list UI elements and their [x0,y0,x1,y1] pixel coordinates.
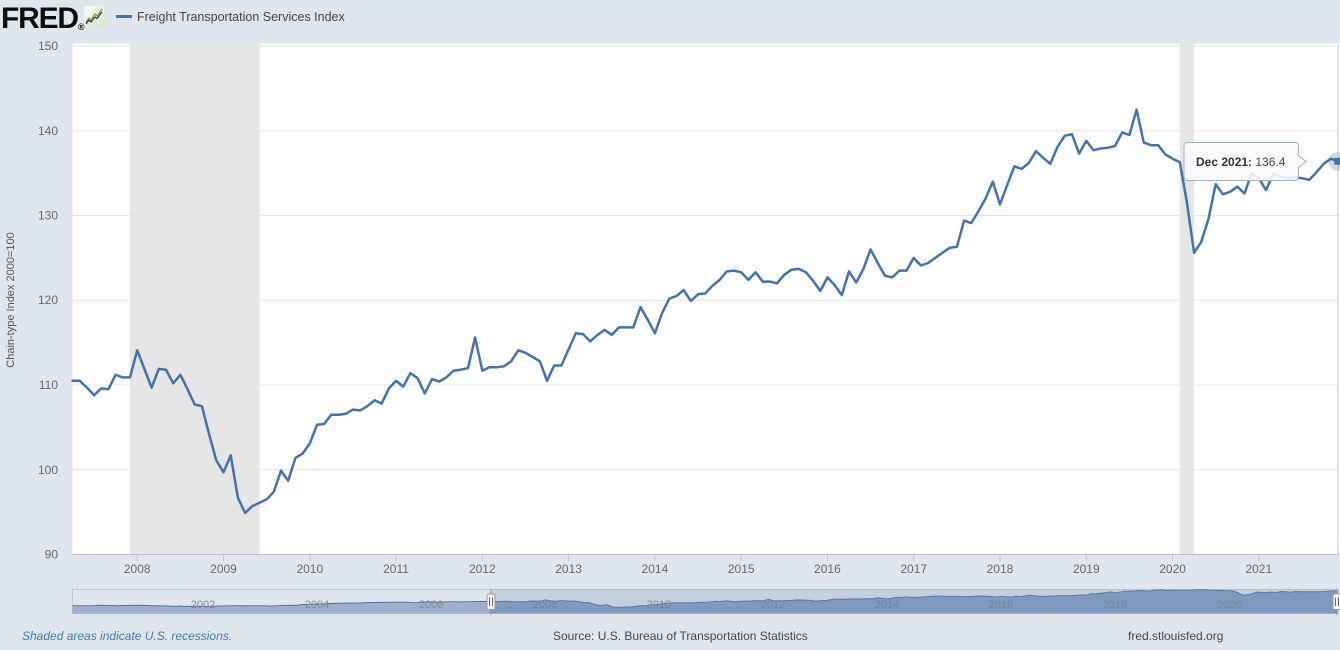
svg-text:2010: 2010 [296,562,323,576]
svg-text:2006: 2006 [419,599,443,611]
svg-text:2011: 2011 [383,562,409,576]
svg-text:2021: 2021 [1245,562,1272,576]
svg-text:2014: 2014 [642,562,669,576]
svg-text:130: 130 [38,209,58,223]
svg-text:2019: 2019 [1073,562,1100,576]
svg-text:2013: 2013 [555,562,582,576]
svg-text:100: 100 [38,463,58,477]
svg-text:2002: 2002 [191,599,215,611]
svg-text:Chain-type Index 2000=100: Chain-type Index 2000=100 [5,232,17,367]
svg-text:2009: 2009 [210,562,237,576]
svg-text:2004: 2004 [305,599,329,611]
svg-text:110: 110 [39,378,58,392]
svg-text:2016: 2016 [814,562,841,576]
svg-text:2015: 2015 [728,562,755,576]
svg-text:2018: 2018 [987,562,1014,576]
svg-text:90: 90 [45,548,59,562]
svg-text:Dec 2021: 136.4: Dec 2021: 136.4 [1196,155,1286,169]
svg-text:120: 120 [38,293,58,307]
svg-text:2008: 2008 [124,562,151,576]
svg-text:140: 140 [38,124,58,138]
svg-text:2017: 2017 [900,562,927,576]
svg-text:2012: 2012 [469,562,496,576]
svg-text:2020: 2020 [1159,562,1186,576]
